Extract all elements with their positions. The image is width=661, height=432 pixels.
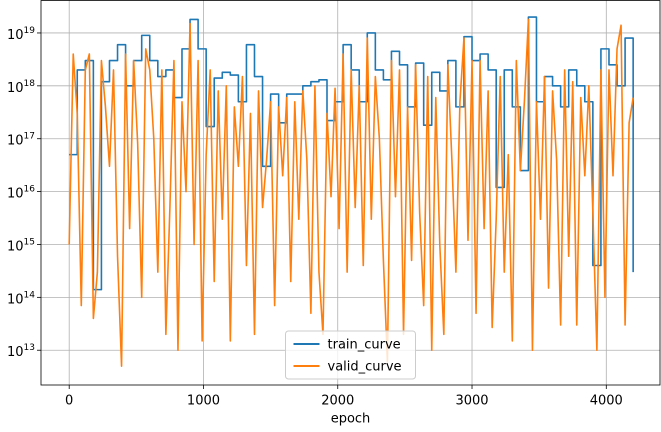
legend: train_curve valid_curve bbox=[285, 330, 416, 380]
x-tick-label: 2000 bbox=[321, 394, 354, 409]
x-tick-label: 1000 bbox=[187, 394, 220, 409]
plot-area bbox=[68, 16, 634, 367]
x-tick-label: 0 bbox=[65, 394, 73, 409]
ticks: 0 1000 2000 3000 4000 1013 1014 1015 1016 1017 101… bbox=[7, 25, 623, 408]
legend-label: train_curve bbox=[328, 338, 401, 353]
y-tick-label: 1014 bbox=[7, 290, 35, 307]
x-tick-label: 4000 bbox=[590, 394, 623, 409]
legend-label: valid_curve bbox=[328, 360, 402, 375]
axes-frame bbox=[40, 0, 661, 386]
x-axis-label: epoch bbox=[331, 412, 371, 427]
y-tick-label: 1019 bbox=[7, 25, 35, 42]
y-tick-label: 1013 bbox=[7, 343, 35, 360]
line-series bbox=[68, 18, 634, 367]
x-tick-label: 3000 bbox=[455, 394, 488, 409]
y-tick-label: 1016 bbox=[7, 184, 35, 201]
y-tick-label: 1018 bbox=[7, 78, 35, 95]
y-tick-label: 1017 bbox=[7, 131, 35, 148]
y-tick-label: 1015 bbox=[7, 237, 35, 254]
